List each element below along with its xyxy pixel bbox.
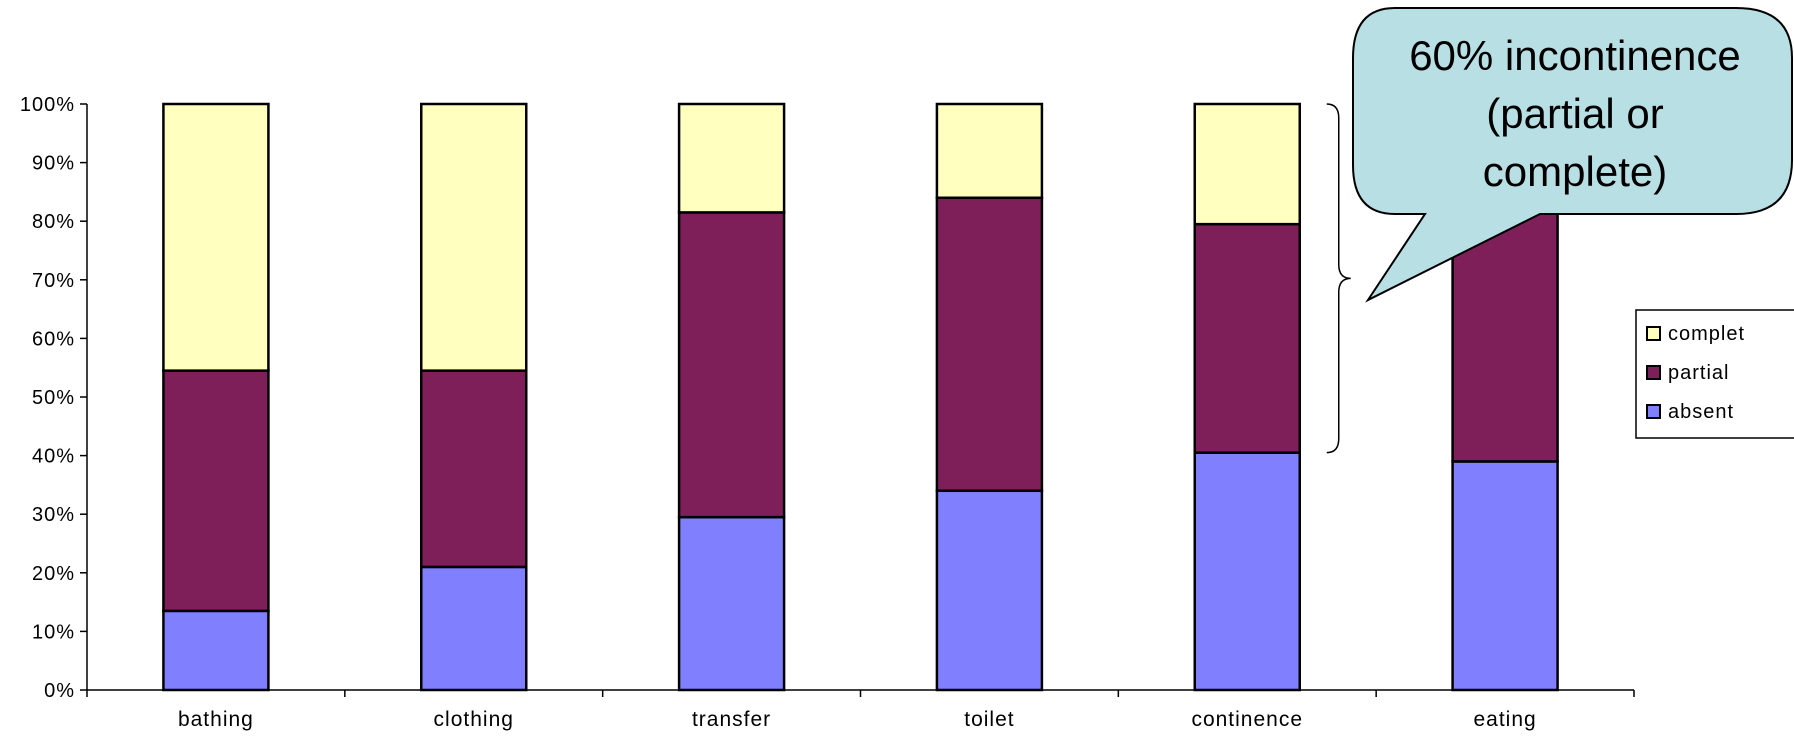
legend-swatch-absent	[1646, 404, 1661, 419]
curly-brace	[1326, 103, 1351, 454]
y-tick-label: 50%	[32, 387, 75, 409]
bar-segment-partial	[677, 211, 786, 519]
x-tick-label: transfer	[692, 708, 771, 731]
x-tick-label: continence	[1191, 708, 1303, 731]
x-tick-label: bathing	[178, 708, 254, 731]
bar-segment-complet	[420, 102, 528, 372]
legend-swatch-complet	[1646, 326, 1661, 341]
bar-segment-complet	[677, 102, 786, 214]
callout-text-line-1: 60% incontinence	[1409, 32, 1741, 79]
bar-segment-absent	[1451, 460, 1559, 692]
y-tick-label: 100%	[20, 94, 75, 116]
bar-segment-partial	[420, 369, 528, 569]
bars	[162, 102, 1559, 692]
callout-bubble	[1352, 7, 1793, 303]
y-tick-label: 20%	[32, 563, 75, 585]
y-axis: 0% 10% 20% 30% 40% 50% 60% 70% 80% 90% 100%	[20, 94, 88, 702]
bar-segment-absent	[162, 609, 270, 692]
bar-segment-complet	[935, 102, 1044, 200]
callout-text-line-3: complete)	[1483, 148, 1667, 195]
y-tick-label: 70%	[32, 270, 75, 292]
x-tick-label: toilet	[964, 708, 1014, 731]
x-axis: bathing clothing transfer toilet continence e…	[86, 689, 1635, 731]
x-tick-label: clothing	[434, 708, 514, 731]
y-tick-label: 10%	[32, 621, 75, 643]
legend-label-absent: absent	[1668, 401, 1734, 423]
y-tick-label: 40%	[32, 446, 75, 468]
x-tick-label: eating	[1473, 708, 1536, 731]
bar-segment-partial	[1193, 222, 1301, 454]
continence-brace	[1326, 103, 1351, 454]
callout-annotation: 60% incontinence (partial or complete)	[1352, 7, 1793, 303]
y-tick-label: 30%	[32, 504, 75, 526]
y-tick-label: 60%	[32, 328, 75, 350]
bar-segment-complet	[1193, 102, 1301, 226]
bar-segment-absent	[420, 565, 528, 692]
callout-text-line-2: (partial or	[1486, 90, 1663, 137]
bar-segment-absent	[1193, 451, 1301, 692]
legend-box	[1635, 309, 1794, 439]
bar-segment-complet	[162, 102, 270, 372]
legend-swatch-partial	[1646, 365, 1661, 380]
legend-label-complet: complet	[1668, 323, 1745, 345]
y-tick-label: 0%	[44, 680, 75, 702]
bar-segment-absent	[677, 515, 786, 692]
bar-segment-absent	[935, 489, 1044, 692]
y-tick-label: 90%	[32, 153, 75, 175]
bar-segment-partial	[935, 196, 1044, 493]
legend-label-partial: partial	[1668, 362, 1729, 384]
bar-segment-partial	[162, 369, 270, 613]
y-tick-label: 80%	[32, 211, 75, 233]
legend: complet partial absent	[1635, 309, 1794, 439]
